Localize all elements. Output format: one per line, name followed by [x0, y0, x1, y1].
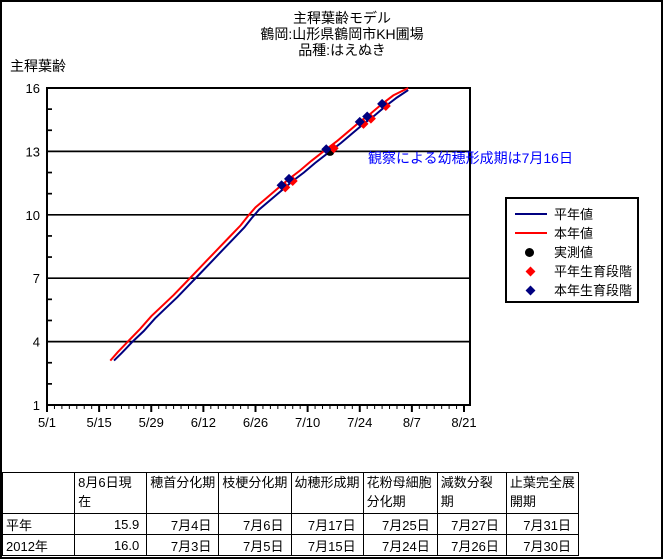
y-tick-label: 7	[33, 271, 40, 286]
table-cell: 7月31日	[505, 513, 580, 535]
y-axis-title: 主稈葉齢	[10, 58, 66, 74]
legend-line-sample-icon	[515, 207, 551, 221]
legend-diamond-sample-icon	[515, 283, 551, 297]
x-tick-label: 5/29	[139, 415, 164, 430]
leaf-age-chart: 16 13 10 7 4 1 5/1 5/15 5/29 6/12 6/26 7/10 7/24 8/7 8…	[26, 81, 477, 430]
table-cell: 7月5日	[218, 534, 292, 556]
table-cell: 15.9	[74, 513, 148, 535]
legend-diamond-sample-icon	[515, 264, 551, 278]
chart-title-line3: 品種:はえぬき	[298, 42, 386, 58]
legend-items: 平年値本年値実測値平年生育段階 本年生育段階	[515, 204, 637, 299]
marker-diamond-本年生育段階	[377, 98, 388, 109]
marker-diamond-本年生育段階	[276, 180, 287, 191]
legend-label: 平年生育段階	[554, 264, 633, 279]
marker-diamond-本年生育段階	[362, 111, 373, 122]
marker-diamond-本年生育段階	[284, 173, 295, 184]
table-cell: 7月24日	[362, 534, 438, 556]
table-row: 2012年 16.0 7月3日 7月5日 7月15日 7月24日 7月26日 7月30日	[2, 534, 580, 556]
x-tick-label: 8/7	[403, 415, 421, 430]
legend-item: 本年値	[515, 223, 637, 242]
plot-frame	[46, 87, 471, 406]
x-tick-label: 5/1	[38, 415, 56, 430]
chart-title: 主稈葉齢モデル 鶴岡:山形県鶴岡市KH圃場 品種:はえぬき	[92, 10, 592, 58]
table-header-cell: 穂首分化期	[146, 472, 220, 514]
table-cell: 7月25日	[362, 513, 438, 535]
legend-label: 本年生育段階	[554, 283, 633, 298]
table-cell: 7月17日	[290, 513, 364, 535]
table-cell: 7月4日	[146, 513, 220, 535]
series-line-平年値	[113, 89, 409, 362]
y-tick-label: 16	[26, 81, 40, 96]
annotation-text: 観察による幼穂形成期は7月16日	[368, 150, 573, 166]
y-tick-label: 13	[26, 144, 40, 159]
table-cell: 7月6日	[218, 513, 292, 535]
legend-item: 平年値	[515, 204, 637, 223]
table-cell: 7月27日	[436, 513, 507, 535]
marker-diamond-本年生育段階	[354, 116, 365, 127]
x-tick-label: 7/24	[347, 415, 372, 430]
x-tick-label: 5/15	[86, 415, 111, 430]
legend-label: 平年値	[554, 207, 594, 222]
x-tick-label: 8/21	[451, 415, 476, 430]
table-header-cell: 8月6日現在	[74, 472, 148, 514]
x-tick-label: 7/10	[295, 415, 320, 430]
marker-diamond-本年生育段階	[321, 144, 332, 155]
table-cell: 7月26日	[436, 534, 507, 556]
y-tick-label: 10	[26, 208, 40, 223]
x-tick-label: 6/12	[191, 415, 216, 430]
table-row: 平年 15.9 7月4日 7月6日 7月17日 7月25日 7月27日 7月31日	[2, 513, 580, 535]
y-tick-label: 4	[33, 335, 40, 350]
marker-diamond-平年生育段階	[328, 143, 339, 154]
table-row-label: 2012年	[2, 534, 76, 556]
legend-label: 実測値	[554, 245, 594, 260]
x-tick-label: 6/26	[243, 415, 268, 430]
legend-item: 実測値	[515, 242, 637, 261]
table-cell: 7月30日	[505, 534, 580, 556]
table-row-label: 平年	[2, 513, 76, 535]
table-header-cell: 花粉母細胞分化期	[362, 472, 438, 514]
table-cell: 7月15日	[290, 534, 364, 556]
growth-stage-table: 8月6日現在 穂首分化期 枝梗分化期 幼穂形成期 花粉母細胞分化期 減数分裂期 止葉完全展開…	[2, 472, 580, 556]
table-cell: 16.0	[74, 534, 148, 556]
y-tick-label: 1	[33, 398, 40, 413]
table-header-cell: 枝梗分化期	[218, 472, 292, 514]
legend: 平年値本年値実測値平年生育段階 本年生育段階	[505, 197, 639, 303]
table-corner-cell	[2, 472, 76, 514]
table-cell: 7月3日	[146, 534, 220, 556]
legend-item: 平年生育段階	[515, 261, 637, 280]
table-header-cell: 幼穂形成期	[290, 472, 364, 514]
chart-title-line2: 鶴岡:山形県鶴岡市KH圃場	[260, 26, 424, 42]
series-line-本年値	[109, 87, 409, 362]
chart-title-line1: 主稈葉齢モデル	[293, 10, 391, 26]
legend-circle-sample-icon	[515, 245, 551, 259]
legend-line-sample-icon	[515, 226, 551, 240]
table-header-row: 8月6日現在 穂首分化期 枝梗分化期 幼穂形成期 花粉母細胞分化期 減数分裂期 止葉完全展開…	[2, 472, 580, 514]
table-header-cell: 止葉完全展開期	[505, 472, 580, 514]
legend-label: 本年値	[554, 226, 594, 241]
legend-item: 本年生育段階	[515, 280, 637, 299]
table-header-cell: 減数分裂期	[436, 472, 507, 514]
